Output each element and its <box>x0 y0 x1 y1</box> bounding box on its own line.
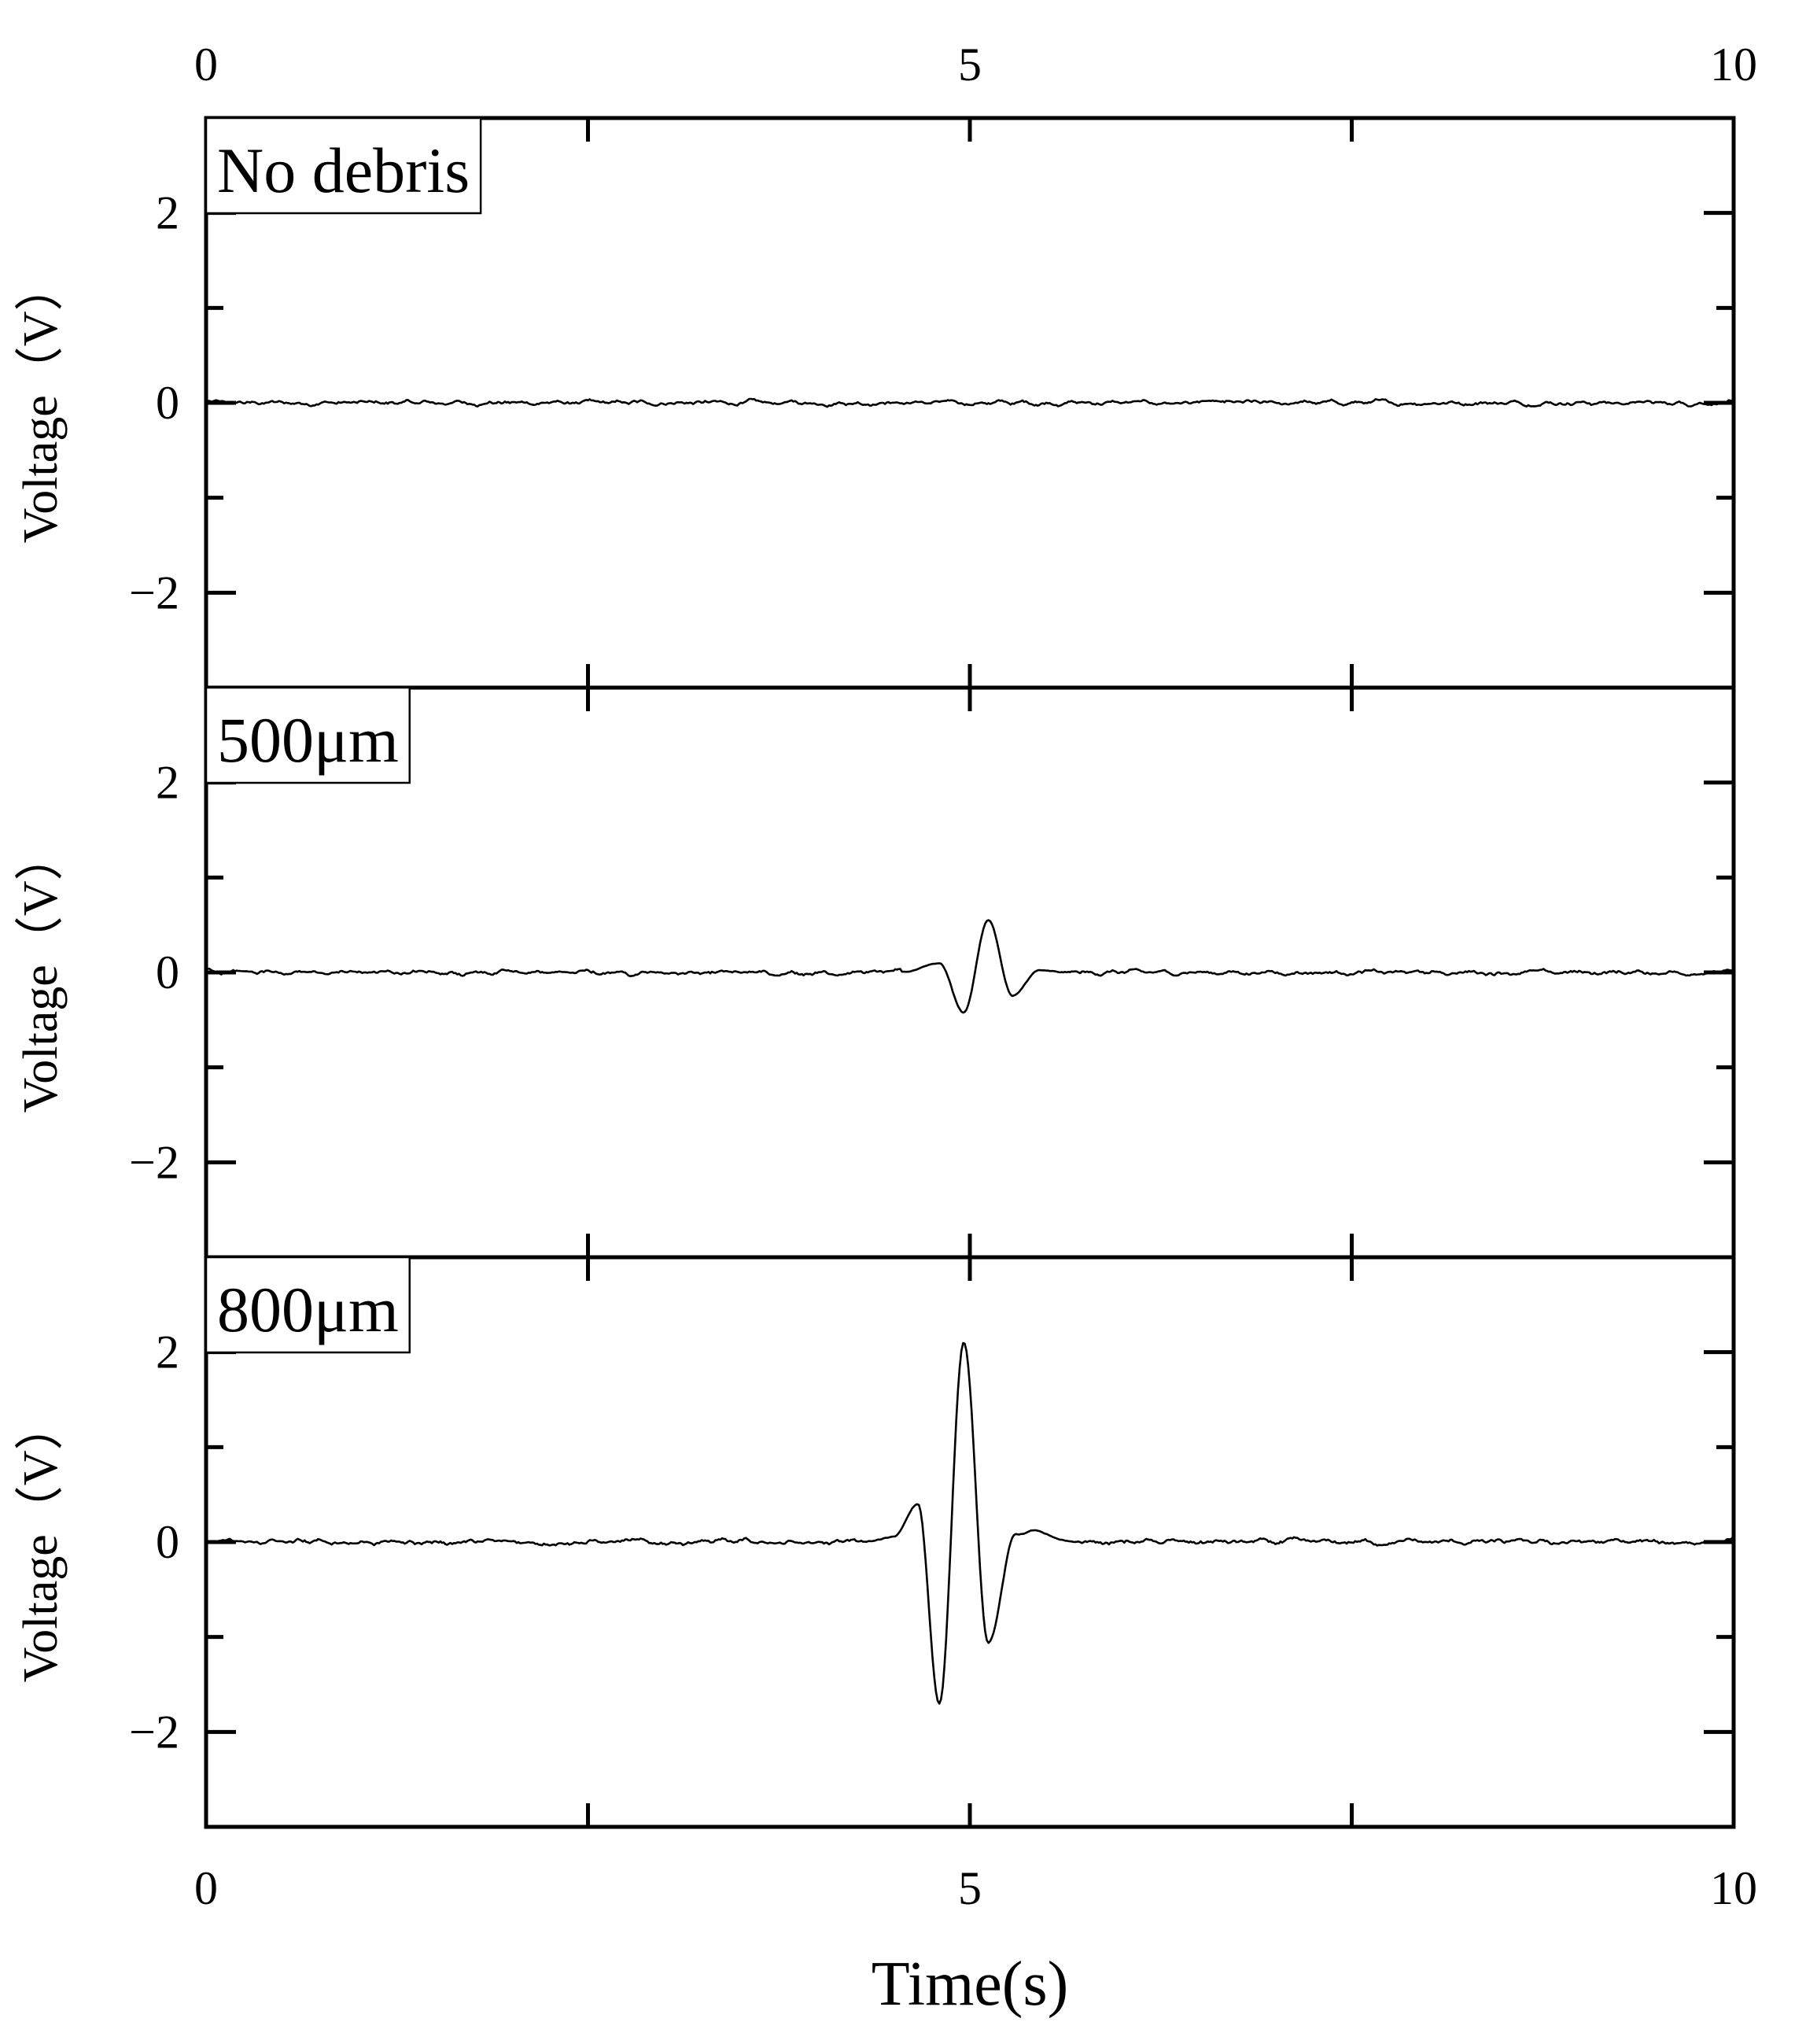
signal-trace <box>205 1341 1735 1705</box>
y-tick-label: 0 <box>156 1516 179 1568</box>
y-axis-label: Voltage（V） <box>14 832 68 1112</box>
y-tick-label: −2 <box>129 566 179 618</box>
y-tick-label: 0 <box>156 946 179 998</box>
y-tick-label: 2 <box>156 1326 179 1378</box>
panel-3: −2 0 2 Voltage（V） 800μm <box>14 1255 1736 1829</box>
y-tick-label: −2 <box>129 1706 179 1758</box>
y-tick-label: 2 <box>156 757 179 809</box>
panel-label: 800μm <box>217 1274 399 1345</box>
panel-1: −2 0 2 Voltage（V） No debris <box>14 116 1736 690</box>
signal-trace <box>205 919 1734 1014</box>
signal-trace <box>205 397 1734 408</box>
y-axis-label: Voltage（V） <box>14 1401 68 1682</box>
x-tick-label-bottom: 10 <box>1710 1862 1757 1914</box>
top-x-axis: 0 5 10 <box>194 39 1757 90</box>
y-tick-label: 2 <box>156 187 179 239</box>
x-axis-label: Time(s) <box>872 1950 1068 2019</box>
x-tick-label-bottom: 0 <box>194 1862 218 1914</box>
y-axis-label: Voltage（V） <box>14 262 68 543</box>
chart-panels: −2 0 2 Voltage（V） No debris −2 0 2 Voltage（V） 500… <box>14 116 1736 1829</box>
y-tick-label: 0 <box>156 377 179 429</box>
x-tick-label-top: 10 <box>1710 39 1757 90</box>
panel-label-box <box>205 116 482 215</box>
x-tick-label-top: 5 <box>958 39 982 90</box>
panel-label-box <box>205 1256 411 1354</box>
bottom-x-axis: 0 5 10 <box>194 1862 1757 1914</box>
panel-2: −2 0 2 Voltage（V） 500μm <box>14 685 1736 1260</box>
panel-label-box <box>205 686 411 784</box>
y-tick-label: −2 <box>129 1136 179 1188</box>
x-tick-label-top: 0 <box>194 39 218 90</box>
x-tick-label-bottom: 5 <box>958 1862 982 1914</box>
panel-label: No debris <box>217 135 470 206</box>
panel-label: 500μm <box>217 704 399 776</box>
